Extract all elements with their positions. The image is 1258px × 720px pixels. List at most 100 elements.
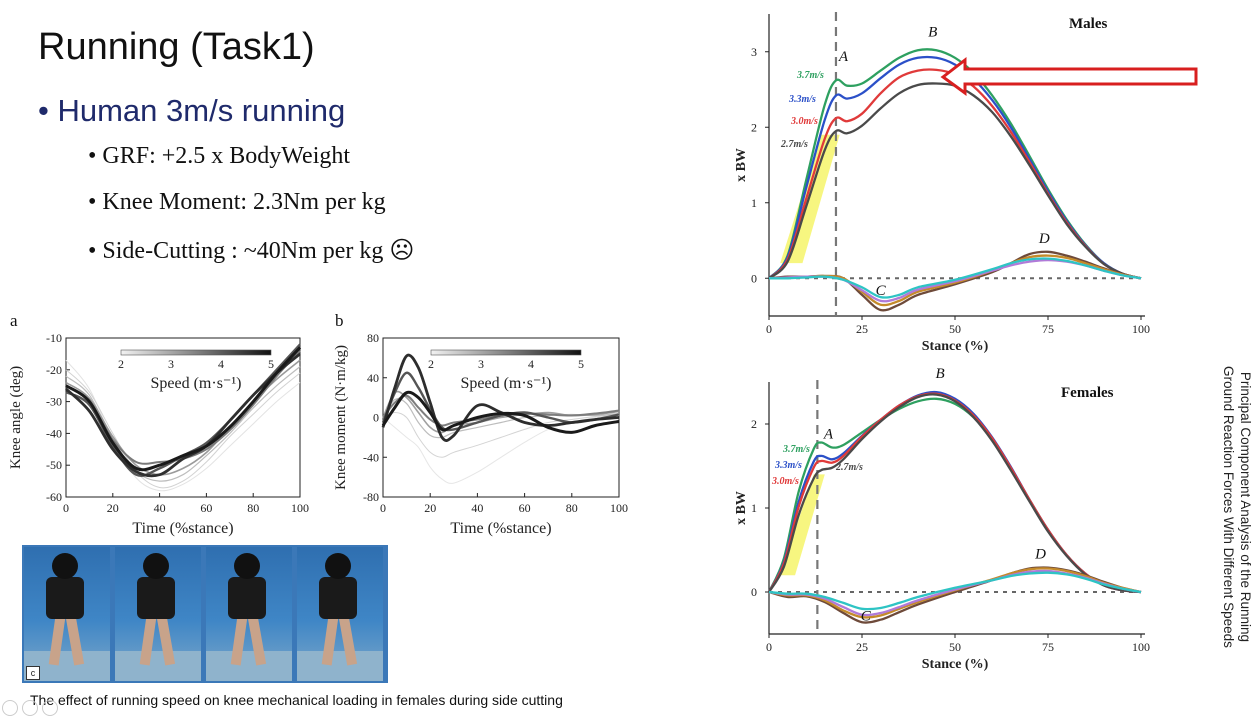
photo-caption: The effect of running speed on knee mech… xyxy=(30,692,563,708)
photo-panel-label: c xyxy=(26,666,40,680)
data-line xyxy=(767,392,1142,594)
y-tick-label: -10 xyxy=(46,331,62,345)
y-tick-label: 1 xyxy=(751,196,757,210)
data-line xyxy=(768,571,1142,611)
x-tick-label: 100 xyxy=(1132,640,1150,654)
speed-label: 2.7m/s xyxy=(835,462,863,473)
colorbar-tick-label: 5 xyxy=(578,357,584,371)
data-line xyxy=(768,393,1142,594)
x-axis-label: Stance (%) xyxy=(922,339,989,354)
x-tick-label: 0 xyxy=(63,501,69,515)
point-label: D xyxy=(1034,546,1046,562)
speed-label: 3.7m/s xyxy=(782,444,810,455)
females-grf-chart: 0 25 50 75 100 0 1 2 Stance (%) x BW Females 3.7m/s… xyxy=(734,366,1150,672)
main-bullet: • Human 3m/s running xyxy=(38,93,346,128)
slide-title: Running (Task1) xyxy=(38,26,315,68)
speed-label: 3.3m/s xyxy=(788,94,816,105)
colorbar xyxy=(120,349,272,356)
x-axis-label: Time (%stance) xyxy=(450,520,551,537)
x-axis-label: Time (%stance) xyxy=(132,520,233,537)
y-tick-label: 3 xyxy=(751,45,757,59)
knee-angle-chart: a 0 20 40 60 80 100 -60 -50 -40 -30 -20 -10 Time (%st… xyxy=(8,311,309,537)
x-tick-label: 50 xyxy=(949,640,961,654)
pen-icon[interactable] xyxy=(22,700,38,716)
x-axis-label: Stance (%) xyxy=(922,657,989,672)
y-tick-label: 0 xyxy=(373,411,379,425)
x-tick-label: 75 xyxy=(1042,322,1054,336)
y-tick-label: 80 xyxy=(367,331,379,345)
colorbar-label: Speed (m·s⁻¹) xyxy=(151,375,242,392)
colorbar xyxy=(430,349,582,356)
panel-label: b xyxy=(335,311,344,330)
data-line xyxy=(381,390,620,434)
y-tick-label: 0 xyxy=(751,271,757,285)
speed-label: 3.0m/s xyxy=(790,116,818,127)
sub-bullet-grf: • GRF: +2.5 x BodyWeight xyxy=(88,143,351,169)
y-tick-label: 2 xyxy=(751,417,757,431)
side-title-text: Principal Component Analysis of the Runn… xyxy=(1221,366,1253,648)
x-tick-label: 40 xyxy=(471,501,483,515)
knee-moment-chart: b 0 20 40 60 80 100 -80 -40 0 40 80 Time (%stance) Kn… xyxy=(333,311,628,537)
colorbar-tick-label: 3 xyxy=(168,357,174,371)
data-line xyxy=(382,398,620,439)
y-tick-label: -30 xyxy=(46,395,62,409)
sub-bullet-text: GRF: +2.5 x BodyWeight xyxy=(102,143,351,169)
runner-photo xyxy=(206,547,292,681)
speed-label: 3.0m/s xyxy=(771,476,799,487)
loading-rate-highlight xyxy=(780,474,825,576)
sub-bullet-text: Side-Cutting : ~40Nm per kg ☹ xyxy=(102,238,415,264)
y-axis-label: x BW xyxy=(734,148,749,182)
x-tick-label: 100 xyxy=(610,501,628,515)
data-line xyxy=(65,369,301,489)
data-line xyxy=(382,415,620,484)
y-tick-label: -40 xyxy=(46,426,62,440)
data-line xyxy=(382,411,620,458)
point-label: A xyxy=(838,49,849,65)
colorbar-tick-label: 4 xyxy=(528,357,534,371)
x-tick-label: 20 xyxy=(107,501,119,515)
y-tick-label: 1 xyxy=(751,501,757,515)
data-line xyxy=(768,82,1142,280)
loading-rate-highlight xyxy=(780,134,840,264)
x-tick-label: 60 xyxy=(200,501,212,515)
y-tick-label: 0 xyxy=(751,585,757,599)
y-axis-label: x BW xyxy=(734,491,749,525)
chart-title: Males xyxy=(1069,16,1107,32)
y-tick-label: -60 xyxy=(46,490,62,504)
plot-frame xyxy=(65,337,301,498)
y-tick-label: 2 xyxy=(751,120,757,134)
y-axis-label: Knee moment (N·m/kg) xyxy=(333,345,349,490)
males-grf-chart: 0 25 50 75 100 0 1 2 3 Stance (%) x BW Males 3.7m/s 3… xyxy=(734,12,1198,354)
slides-icon[interactable] xyxy=(42,700,58,716)
data-line xyxy=(65,346,302,472)
y-tick-label: -20 xyxy=(46,363,62,377)
colorbar-tick-label: 4 xyxy=(218,357,224,371)
colorbar-tick-label: 3 xyxy=(478,357,484,371)
point-label: C xyxy=(876,283,887,299)
highlight-arrow-icon xyxy=(940,56,1198,96)
point-label: C xyxy=(861,609,872,625)
x-tick-label: 25 xyxy=(856,322,868,336)
x-tick-label: 0 xyxy=(766,322,772,336)
colorbar-tick-label: 2 xyxy=(118,357,124,371)
x-tick-label: 25 xyxy=(856,640,868,654)
x-tick-label: 80 xyxy=(566,501,578,515)
x-tick-label: 20 xyxy=(424,501,436,515)
y-tick-label: -80 xyxy=(363,490,379,504)
panel-label: a xyxy=(10,311,18,330)
y-tick-label: -40 xyxy=(363,450,379,464)
y-tick-label: -50 xyxy=(46,458,62,472)
x-tick-label: 100 xyxy=(291,501,309,515)
speed-label: 3.3m/s xyxy=(774,460,802,471)
sub-bullet-knee-moment: • Knee Moment: 2.3Nm per kg xyxy=(88,189,386,215)
point-label: A xyxy=(823,426,834,442)
play-icon[interactable] xyxy=(2,700,18,716)
runner-photo xyxy=(115,547,201,681)
runner-photo xyxy=(297,547,383,681)
x-tick-label: 40 xyxy=(154,501,166,515)
x-tick-label: 100 xyxy=(1132,322,1150,336)
x-tick-label: 60 xyxy=(519,501,531,515)
speed-label: 2.7m/s xyxy=(780,139,808,150)
x-tick-label: 75 xyxy=(1042,640,1054,654)
point-label: B xyxy=(936,366,945,382)
